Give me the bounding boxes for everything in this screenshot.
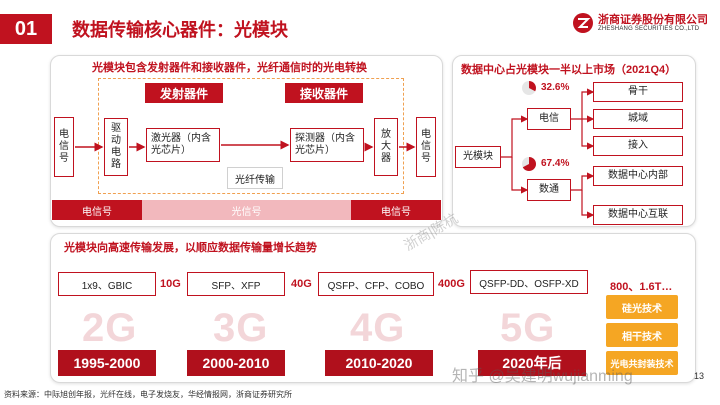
market-root-label: 光模块 — [463, 151, 493, 162]
fiber-label: 光纤传输 — [227, 167, 283, 189]
market-root: 光模块 — [455, 146, 501, 168]
laser-label: 激光器（内含光芯片） — [151, 133, 211, 156]
leaf-metro: 城域 — [593, 109, 683, 129]
tx-label: 发射器件 — [145, 83, 223, 103]
telecom-share-pie — [522, 81, 536, 95]
years-4: 2020年后 — [478, 350, 586, 376]
gen-2g: 2G — [82, 306, 138, 350]
product-gen-3: QSFP、CFP、COBO — [318, 272, 434, 296]
band-left-label: 电信号 — [82, 206, 112, 218]
leaf-dc-internal: 数据中心内部 — [593, 166, 683, 186]
section-number-badge: 01 — [0, 14, 52, 44]
diagram-title: 光模块包含发射器件和接收器件，光纤通信时的光电转换 — [92, 62, 367, 74]
years-2: 2000-2010 — [187, 350, 285, 376]
leaf-dc-interconnect-label: 数据中心互联 — [608, 209, 668, 220]
branch-telecom-label: 电信 — [539, 113, 559, 124]
drive-circuit-label: 驱动电路 — [111, 123, 121, 170]
band-mid: 光信号 — [142, 200, 351, 220]
tech-silicon-photonics: 硅光技术 — [606, 295, 678, 319]
detector-label: 探测器（内含光芯片） — [295, 133, 355, 156]
left-signal-box: 电信号 — [54, 117, 74, 177]
rx-label: 接收器件 — [285, 83, 363, 103]
leaf-dc-interconnect: 数据中心互联 — [593, 205, 683, 225]
band-mid-label: 光信号 — [231, 206, 262, 218]
amplifier-label: 放大器 — [381, 129, 391, 164]
tech-cpo: 光电共封装技术 — [606, 351, 678, 375]
market-title: 数据中心占光模块一半以上市场（2021Q4） — [461, 64, 677, 76]
branch-datacom: 数通 — [527, 179, 571, 201]
speed-3: 400G — [438, 278, 465, 290]
leaf-metro-label: 城域 — [628, 113, 648, 124]
drive-circuit-box: 驱动电路 — [104, 118, 128, 176]
right-signal-box: 电信号 — [416, 117, 436, 177]
branch-datacom-label: 数通 — [539, 184, 559, 195]
datacom-share-pie — [522, 157, 536, 171]
leaf-dc-internal-label: 数据中心内部 — [608, 170, 668, 181]
brand-en: ZHESHANG SECURITIES CO.,LTD — [598, 26, 700, 32]
band-left: 电信号 — [52, 200, 142, 220]
datacom-percent: 67.4% — [541, 158, 570, 169]
band-right-label: 电信号 — [381, 206, 411, 218]
evolution-title: 光模块向高速传输发展，以顺应数据传输量增长趋势 — [64, 242, 317, 254]
product-gen-1: 1x9、GBIC — [58, 272, 156, 296]
zheshang-logo-icon — [573, 13, 593, 33]
page-title: 数据传输核心器件：光模块 — [72, 20, 288, 40]
product-gen-4: QSFP-DD、OSFP-XD — [470, 270, 588, 294]
section-number: 01 — [14, 17, 38, 40]
leaf-backbone: 骨干 — [593, 82, 683, 102]
brand-cn: 浙商证券股份有限公司 — [598, 14, 708, 26]
gen-4g: 4G — [350, 306, 406, 350]
datacom-share-slice — [522, 157, 536, 171]
tech-coherent: 相干技术 — [606, 323, 678, 347]
speed-4: 800、1.6T… — [610, 281, 673, 293]
gen-3g: 3G — [213, 306, 269, 350]
years-1: 1995-2000 — [58, 350, 156, 376]
speed-1: 10G — [160, 278, 181, 290]
page-number: 13 — [694, 371, 705, 381]
left-signal-label: 电信号 — [59, 129, 69, 164]
branch-telecom: 电信 — [527, 108, 571, 130]
brand: 浙商证券股份有限公司 ZHESHANG SECURITIES CO.,LTD — [572, 10, 712, 40]
speed-2: 40G — [291, 278, 312, 290]
years-3: 2010-2020 — [325, 350, 433, 376]
watermark-zhihu: 知乎 @吴建明wujianming — [452, 368, 633, 385]
product-gen-2: SFP、XFP — [187, 272, 285, 296]
dashed-frame — [98, 78, 404, 194]
laser-box: 激光器（内含光芯片） — [146, 128, 220, 162]
gen-5g: 5G — [500, 306, 556, 350]
band-right: 电信号 — [351, 200, 441, 220]
telecom-share-slice — [529, 81, 536, 92]
leaf-access-label: 接入 — [628, 140, 648, 151]
detector-box: 探测器（内含光芯片） — [290, 128, 364, 162]
leaf-access: 接入 — [593, 136, 683, 156]
telecom-percent: 32.6% — [541, 82, 570, 93]
source-note: 资料来源：中际旭创年报，光纤在线，电子发烧友，华经情报网，浙商证券研究所 — [4, 390, 292, 399]
amplifier-box: 放大器 — [374, 118, 398, 176]
leaf-backbone-label: 骨干 — [628, 86, 648, 97]
right-signal-label: 电信号 — [421, 129, 431, 164]
